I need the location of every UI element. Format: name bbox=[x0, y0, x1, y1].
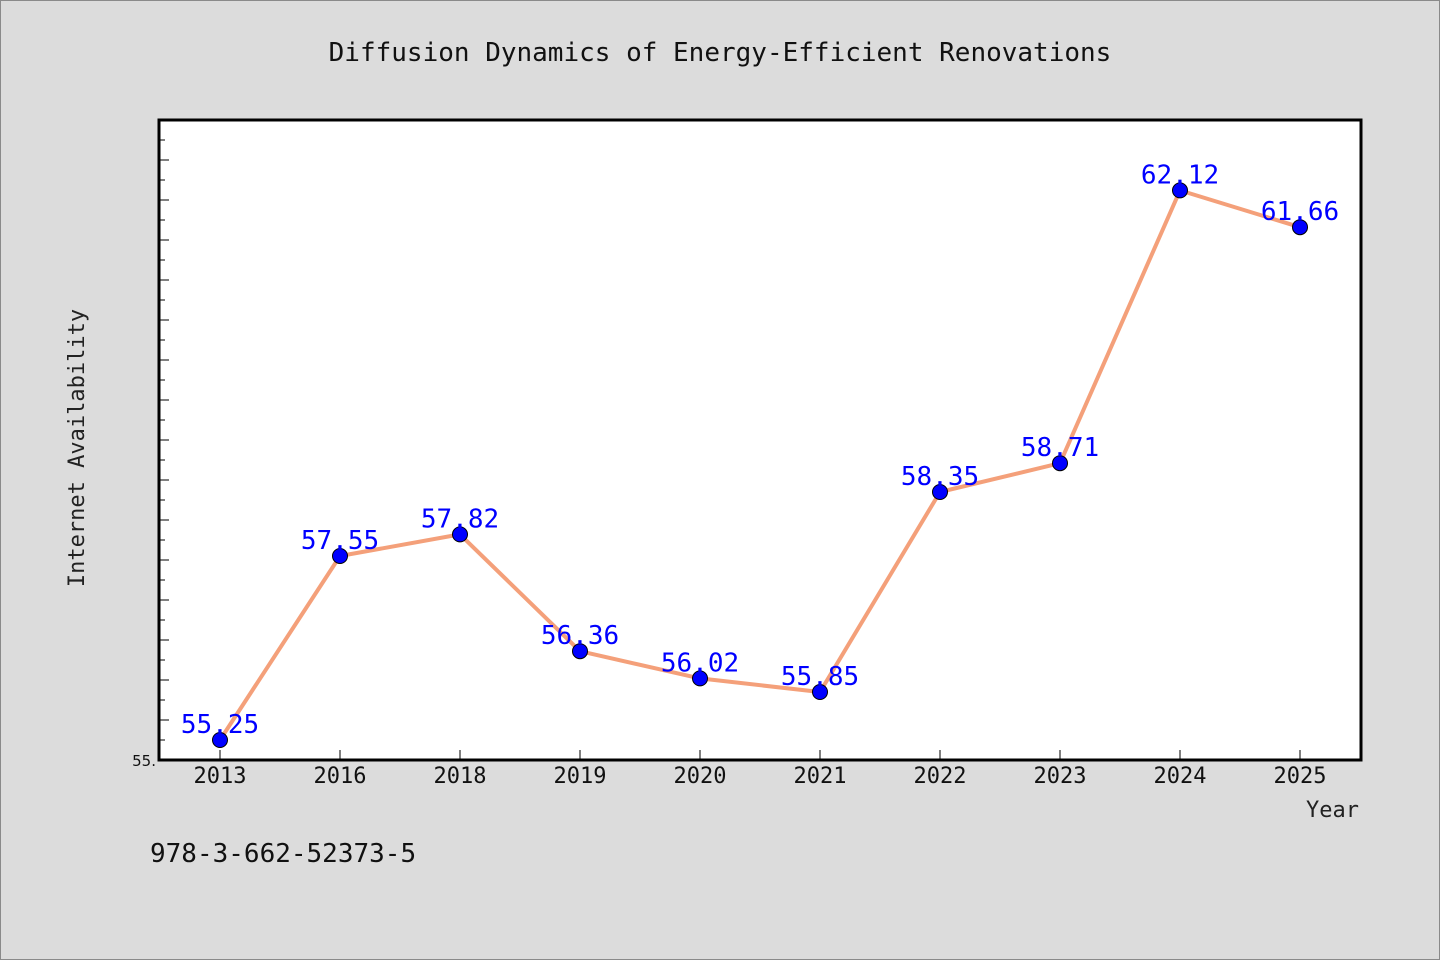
data-label: 56.02 bbox=[661, 648, 739, 678]
data-labels: 55.25 57.55 57.82 56.36 56.02 55.85 58.35 58.71… bbox=[181, 160, 1339, 740]
data-label: 57.55 bbox=[301, 526, 379, 556]
plot-area bbox=[157, 118, 1363, 762]
x-tick-label: 2016 bbox=[314, 764, 367, 789]
data-label: 61.66 bbox=[1261, 197, 1339, 227]
data-label: 55.25 bbox=[181, 710, 259, 740]
x-tick-label: 2023 bbox=[1034, 764, 1087, 789]
x-tick-label: 2020 bbox=[674, 764, 727, 789]
data-label: 58.71 bbox=[1021, 433, 1099, 463]
x-axis-tick-labels: 2013 2016 2018 2019 2020 2021 2022 2023 2024 2025 bbox=[194, 764, 1327, 789]
x-tick-label: 2022 bbox=[914, 764, 967, 789]
x-tick-label: 2019 bbox=[554, 764, 607, 789]
data-label: 57.82 bbox=[421, 504, 499, 534]
x-tick-label: 2024 bbox=[1154, 764, 1207, 789]
series-line bbox=[218, 188, 1302, 742]
data-markers bbox=[212, 182, 1308, 748]
x-tick-label: 2025 bbox=[1274, 764, 1327, 789]
data-point bbox=[572, 643, 588, 660]
x-tick-label: 2013 bbox=[194, 764, 247, 789]
data-point bbox=[1292, 219, 1308, 236]
data-label: 58.35 bbox=[901, 462, 979, 492]
data-label: 55.85 bbox=[781, 662, 859, 692]
annotation-text: 978-3-662-52373-5 bbox=[150, 839, 416, 869]
data-point bbox=[212, 732, 228, 748]
x-tick-label: 2018 bbox=[434, 764, 487, 789]
data-label: 56.36 bbox=[541, 621, 619, 651]
data-point bbox=[932, 484, 948, 500]
data-point bbox=[1052, 455, 1068, 472]
data-point bbox=[692, 670, 708, 687]
y-axis-label: Internet Availability bbox=[65, 309, 90, 587]
data-point bbox=[1172, 182, 1188, 199]
x-axis-label: Year bbox=[1306, 798, 1359, 823]
data-point bbox=[452, 526, 468, 543]
data-point bbox=[332, 548, 348, 564]
chart-title: Diffusion Dynamics of Energy-Efficient R… bbox=[329, 38, 1112, 68]
data-point bbox=[812, 684, 828, 700]
x-tick-label: 2021 bbox=[794, 764, 847, 789]
data-label: 62.12 bbox=[1141, 160, 1219, 190]
y-axis-ticks bbox=[159, 119, 169, 761]
x-axis-ticks bbox=[219, 750, 1301, 760]
y-axis-min-tick-label: 55. bbox=[132, 752, 156, 770]
